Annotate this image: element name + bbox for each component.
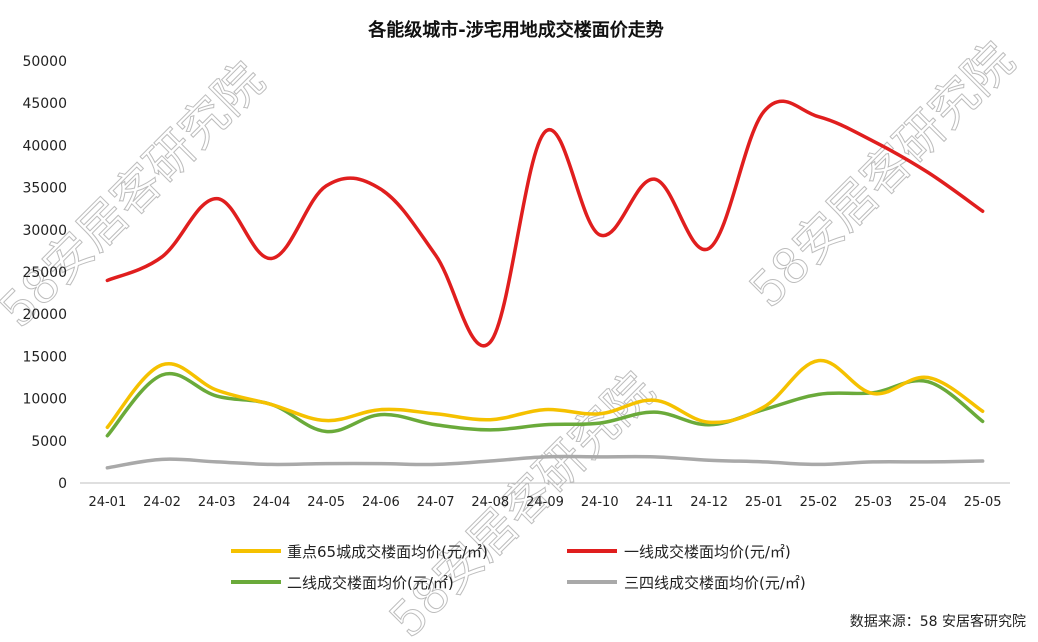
y-tick-label: 35000: [22, 181, 67, 197]
legend: 重点65城成交楼面均价(元/㎡) 一线成交楼面均价(元/㎡) 二线成交楼面均价(…: [231, 543, 806, 592]
series-line-tier34: [105, 454, 985, 470]
watermarks: 58安居客研究院 58安居客研究院 58安居客研究院: [0, 32, 1026, 642]
x-tick-label: 25-01: [745, 495, 783, 510]
x-tick-label: 25-04: [909, 495, 947, 510]
x-tick-label: 24-11: [636, 495, 674, 510]
y-tick-label: 30000: [22, 223, 67, 239]
y-axis-ticks: 0 5000 10000 15000 20000 25000 30000 35000 40000…: [22, 54, 67, 492]
x-tick-label: 24-08: [471, 495, 509, 510]
legend-item-tier1[interactable]: 一线成交楼面均价(元/㎡): [567, 543, 791, 561]
y-tick-label: 15000: [22, 349, 67, 365]
legend-item-tier34[interactable]: 三四线成交楼面均价(元/㎡): [567, 574, 806, 592]
x-tick-label: 24-06: [362, 495, 400, 510]
legend-item-tier2[interactable]: 二线成交楼面均价(元/㎡): [231, 574, 454, 592]
y-tick-label: 25000: [22, 265, 67, 281]
x-tick-label: 24-07: [417, 495, 455, 510]
x-tick-label: 24-12: [690, 495, 728, 510]
y-tick-label: 20000: [22, 307, 67, 323]
x-tick-label: 24-09: [526, 495, 564, 510]
x-tick-label: 24-10: [581, 495, 619, 510]
x-tick-label: 25-02: [800, 495, 838, 510]
legend-item-65[interactable]: 重点65城成交楼面均价(元/㎡): [231, 543, 488, 561]
y-tick-label: 45000: [22, 96, 67, 112]
x-axis-ticks: 24-01 24-02 24-03 24-04 24-05 24-06 24-07 24-08…: [88, 495, 1001, 510]
source-note: 数据来源：58 安居客研究院: [850, 613, 1026, 630]
watermark-2: 58安居客研究院: [739, 32, 1025, 318]
y-tick-label: 50000: [22, 54, 67, 70]
x-tick-label: 25-05: [964, 495, 1002, 510]
x-tick-label: 24-03: [198, 495, 236, 510]
series-line-tier1: [105, 99, 985, 348]
x-tick-label: 24-04: [253, 495, 291, 510]
y-tick-label: 40000: [22, 138, 67, 154]
x-tick-label: 24-05: [307, 495, 345, 510]
chart-title: 各能级城市-涉宅用地成交楼面价走势: [367, 19, 663, 41]
legend-label-65: 重点65城成交楼面均价(元/㎡): [287, 543, 488, 561]
series-line-65-cities: [105, 358, 985, 430]
x-tick-label: 25-03: [854, 495, 892, 510]
legend-label-tier34: 三四线成交楼面均价(元/㎡): [624, 574, 806, 592]
y-tick-label: 0: [58, 476, 67, 492]
series-line-tier2: [105, 371, 985, 438]
legend-label-tier2: 二线成交楼面均价(元/㎡): [287, 574, 454, 592]
series-lines: [105, 99, 985, 470]
y-tick-label: 5000: [31, 434, 67, 450]
legend-label-tier1: 一线成交楼面均价(元/㎡): [624, 543, 791, 561]
x-tick-label: 24-02: [143, 495, 181, 510]
x-tick-label: 24-01: [88, 495, 126, 510]
y-tick-label: 10000: [22, 392, 67, 408]
